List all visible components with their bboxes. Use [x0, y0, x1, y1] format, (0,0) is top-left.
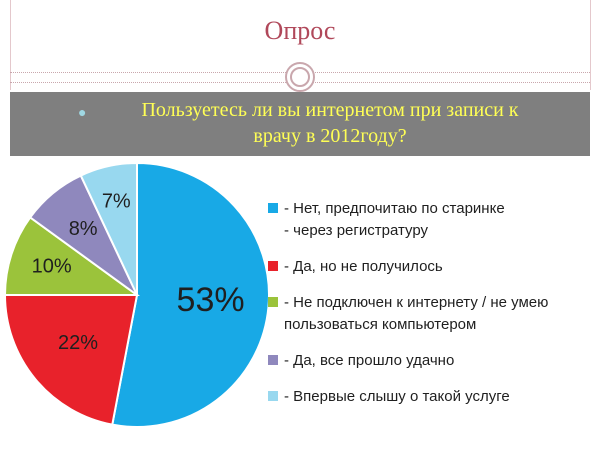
pie-data-label-2: 10%: [32, 256, 72, 278]
chart-legend: - Нет, предпочитаю по старинке - через р…: [268, 198, 598, 422]
pie-slice-2: [3, 216, 141, 296]
legend-item-1: - Да, но не получилось: [268, 256, 598, 278]
survey-question: Пользуетесь ли вы интернетом при записи …: [95, 97, 565, 149]
legend-label-4: - Впервые слышу о такой услуге: [284, 388, 510, 405]
legend-label-3: - Да, все прошло удачно: [284, 352, 455, 369]
legend-label-0: - Нет, предпочитаю по старинке - через р…: [284, 200, 505, 239]
pie-data-label-3: 8%: [69, 218, 98, 240]
legend-swatch-2: [268, 297, 278, 307]
slide-title: Опрос: [264, 16, 336, 45]
header-frame-left: [10, 0, 11, 90]
pie-data-label-1: 22%: [58, 332, 98, 354]
legend-label-1: - Да, но не получилось: [284, 258, 443, 275]
legend-swatch-0: [268, 203, 278, 213]
legend-swatch-3: [268, 355, 278, 365]
legend-item-0: - Нет, предпочитаю по старинке - через р…: [268, 198, 598, 242]
pie-data-label-0: 53%: [177, 281, 245, 319]
bullet-icon: ●: [78, 104, 87, 120]
question-band: [10, 92, 590, 156]
legend-swatch-1: [268, 261, 278, 271]
pie-data-labels: 53% 22% 10% 8%7%: [32, 191, 245, 355]
pie-data-label-4: 7%: [102, 191, 131, 213]
survey-question-line-1: Пользуетесь ли вы интернетом при записи …: [141, 99, 519, 121]
legend-label-2: - Не подключен к интернету / не умею пол…: [284, 294, 549, 333]
pie-slice-4: [79, 161, 138, 296]
survey-question-line-2: врачу в 2012году?: [253, 125, 407, 147]
legend-item-3: - Да, все прошло удачно: [268, 350, 598, 372]
decorative-ring-inner-icon: [290, 67, 310, 87]
pie-slice-1: [3, 294, 139, 426]
pie-slice-0: [111, 161, 270, 428]
pie-slices: [3, 161, 270, 428]
legend-item-2: - Не подключен к интернету / не умею пол…: [268, 292, 598, 336]
legend-item-4: - Впервые слышу о такой услуге: [268, 386, 598, 408]
legend-swatch-4: [268, 391, 278, 401]
header-frame-right: [590, 0, 591, 90]
